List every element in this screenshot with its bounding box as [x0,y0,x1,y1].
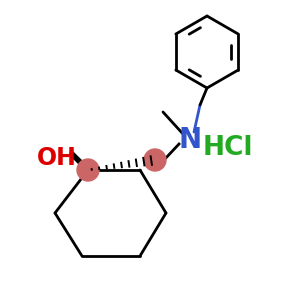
Text: N: N [178,126,202,154]
Text: HCl: HCl [203,135,253,161]
Circle shape [77,159,99,181]
Circle shape [144,149,166,171]
Text: OH: OH [37,146,77,170]
